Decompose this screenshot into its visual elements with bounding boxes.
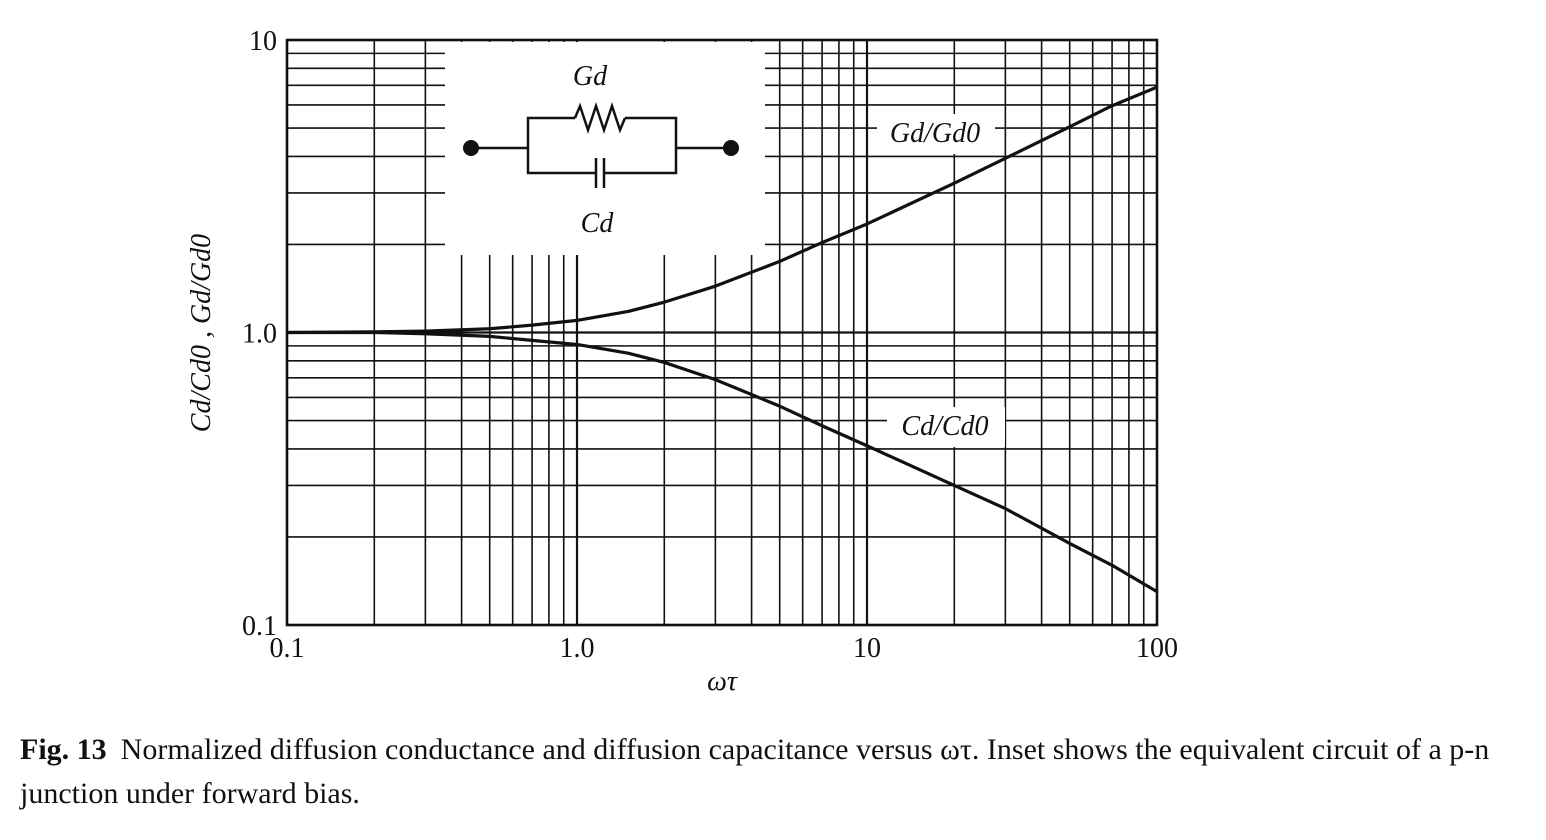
caption-text: Normalized diffusion conductance and dif… bbox=[20, 733, 1490, 810]
series-label: Gd/Gd0 bbox=[890, 118, 980, 149]
inset: Gd Cd bbox=[445, 42, 765, 255]
capacitor bbox=[594, 158, 606, 188]
series-label-background bbox=[877, 114, 995, 154]
caption: Fig. 13 Normalized diffusion conductance … bbox=[20, 728, 1500, 816]
y-axis-label: Cd/Cd0 , Gd/Gd0 bbox=[186, 234, 217, 432]
resistor bbox=[573, 102, 627, 134]
chart: Cd/Cd0 , Gd/Gd0 ωτ 0.1 1.0 10 100 0.1 1.0 10 Gd… bbox=[186, 26, 1178, 697]
series-line bbox=[287, 330, 1158, 594]
series-label-background bbox=[887, 407, 1005, 447]
series-label: Cd/Cd0 bbox=[901, 411, 988, 442]
caption-label: Fig. 13 bbox=[20, 733, 107, 766]
inset-label: Cd bbox=[581, 208, 615, 239]
x-tick-label: 100 bbox=[1136, 633, 1178, 664]
y-tick-label: 0.1 bbox=[242, 611, 277, 642]
x-axis-label: ωτ bbox=[707, 666, 738, 697]
x-tick-label: 0.1 bbox=[270, 633, 305, 664]
x-tick-label: 10 bbox=[853, 633, 881, 664]
series-line bbox=[286, 85, 1158, 335]
wire bbox=[471, 116, 731, 175]
x-tick-label: 1.0 bbox=[560, 633, 595, 664]
inset-label: Gd bbox=[573, 61, 608, 92]
y-tick-label: 1.0 bbox=[242, 319, 277, 350]
y-tick-label: 10 bbox=[249, 26, 277, 57]
